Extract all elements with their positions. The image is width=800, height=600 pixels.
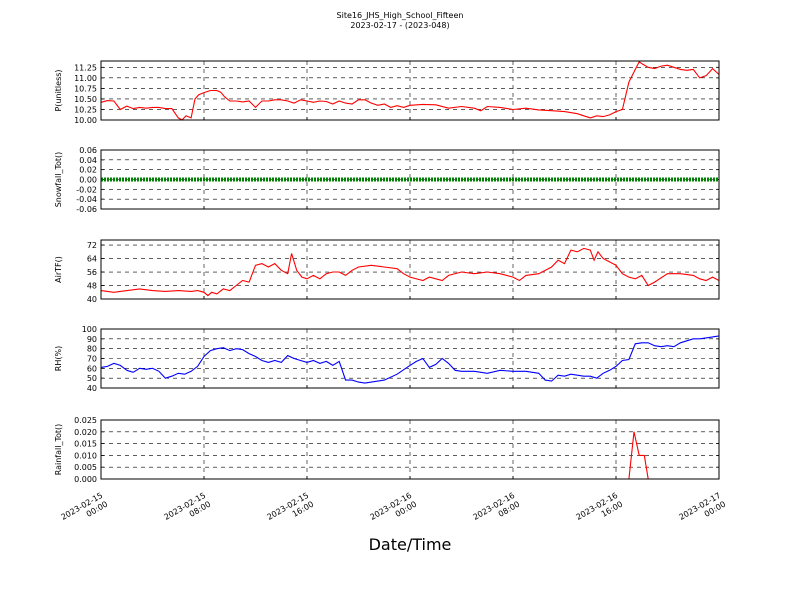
y-tick-label: -0.06: [76, 205, 97, 214]
y-tick-label: 0.00: [79, 176, 97, 185]
y-tick-label: 0.020: [74, 428, 97, 437]
y-tick-label: 10.00: [74, 116, 97, 125]
plot-frame: [100, 419, 720, 480]
y-tick-label: 100: [82, 325, 97, 334]
series-line: [100, 60, 720, 121]
y-tick-label: 10.25: [74, 105, 97, 114]
y-tick-label: 56: [87, 268, 97, 277]
panel-2: 40 48 56 64 72 AirTF(): [54, 239, 720, 304]
y-tick-label: -0.02: [76, 185, 97, 194]
y-axis-label: AirTF(): [54, 256, 63, 283]
y-axis-label: P(unitless): [54, 69, 63, 111]
y-tick-label: 60: [87, 364, 97, 373]
y-tick-label: 70: [87, 355, 97, 364]
series-line: [100, 335, 720, 384]
y-tick-label: 0.06: [79, 146, 97, 155]
y-tick-label: 10.50: [74, 95, 97, 104]
plot-frame: [100, 328, 720, 389]
y-tick-label: 40: [87, 295, 97, 304]
series-line: [100, 247, 720, 297]
y-tick-label: 0.010: [74, 451, 97, 460]
y-tick-label: 0.005: [74, 463, 97, 472]
y-tick-label: 50: [87, 374, 97, 383]
x-axis-label: Date/Time: [369, 535, 452, 554]
chart-title: Site16_JHS_High_School_Fifteen: [337, 11, 464, 20]
y-tick-label: 0.04: [79, 156, 97, 165]
plot-frame: [100, 149, 720, 210]
y-tick-label: 0.000: [74, 475, 97, 484]
y-tick-label: 0.02: [79, 166, 97, 175]
chart-subtitle: 2023-02-17 - (2023-048): [350, 21, 449, 30]
y-tick-label: 64: [87, 255, 97, 264]
y-tick-label: 10.75: [74, 84, 97, 93]
y-tick-label: 40: [87, 384, 97, 393]
plot-frame: [100, 239, 720, 300]
plot-frame: [100, 60, 720, 121]
y-axis-label: RH(%): [54, 346, 63, 371]
y-axis-label: Rainfall_Tot(): [54, 424, 63, 476]
y-tick-label: 0.015: [74, 440, 97, 449]
y-tick-label: 72: [87, 241, 97, 250]
panel-1: -0.06-0.04-0.020.000.020.040.06 Snowfall_…: [54, 146, 720, 214]
y-tick-label: 90: [87, 335, 97, 344]
y-tick-label: 0.025: [74, 416, 97, 425]
y-tick-label: 48: [87, 282, 97, 291]
y-axis-label: Snowfall_Tot(): [54, 152, 63, 208]
y-tick-label: -0.04: [76, 195, 97, 204]
y-tick-label: 80: [87, 345, 97, 354]
y-tick-label: 11.25: [74, 63, 97, 72]
y-tick-label: 11.00: [74, 74, 97, 83]
panel-4: 0.000 0.005 0.010 0.015 0.020 0.025 Rainfall_T…: [54, 416, 720, 484]
